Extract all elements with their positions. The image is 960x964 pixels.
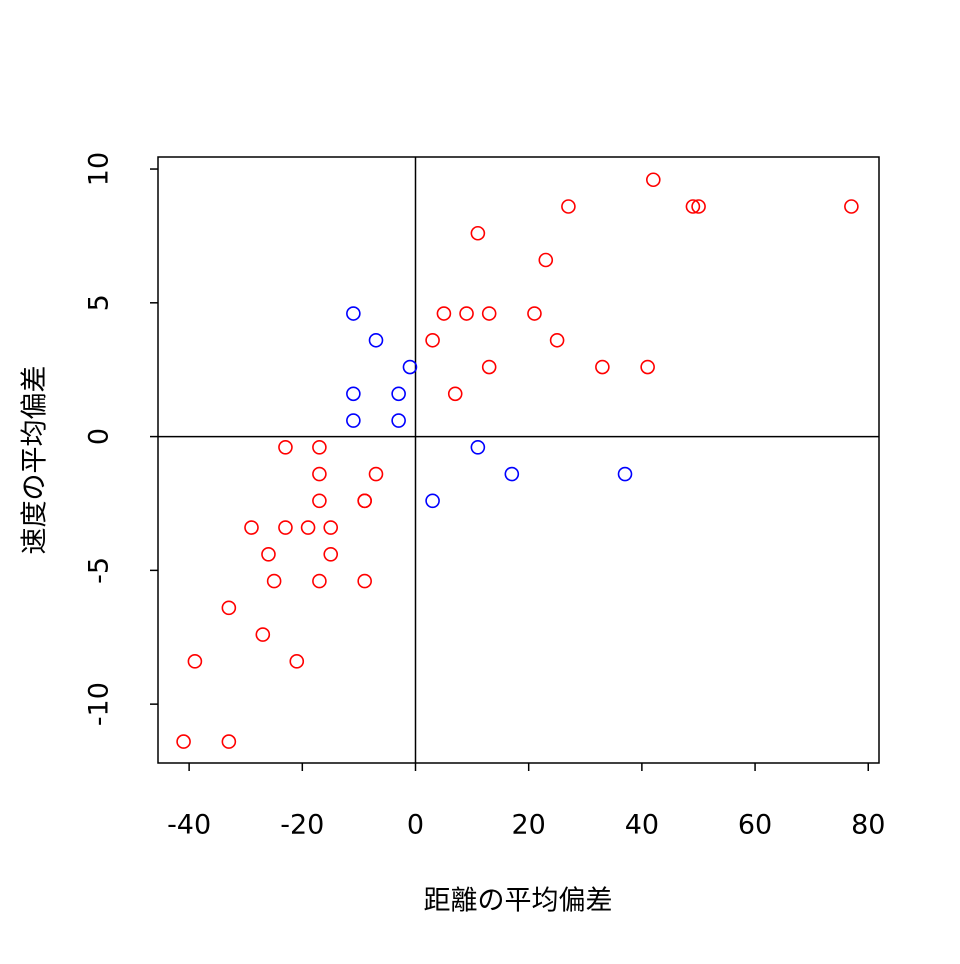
point — [391, 413, 406, 428]
x-tick-label: 80 — [851, 810, 885, 841]
point — [561, 199, 576, 214]
point — [261, 547, 276, 562]
point — [312, 439, 327, 455]
point — [436, 306, 452, 321]
point — [300, 520, 316, 535]
point — [391, 386, 406, 402]
point — [425, 493, 440, 509]
point — [549, 332, 565, 348]
point — [470, 439, 486, 455]
point — [278, 439, 293, 455]
x-tick-label: 60 — [738, 810, 772, 841]
point — [312, 493, 327, 509]
point — [266, 573, 282, 589]
y-tick-label: 0 — [84, 428, 115, 445]
point — [368, 466, 384, 482]
x-tick-label: 20 — [512, 810, 546, 841]
point — [244, 520, 259, 535]
point — [691, 199, 706, 214]
point — [312, 573, 327, 589]
point — [289, 654, 305, 669]
point — [447, 386, 463, 402]
point — [481, 359, 497, 375]
point — [481, 306, 497, 321]
point — [504, 466, 520, 482]
point — [527, 306, 542, 321]
point — [176, 734, 191, 749]
point — [640, 359, 655, 375]
point — [255, 627, 271, 642]
plot-box — [157, 156, 880, 764]
point — [368, 332, 384, 348]
point — [595, 359, 610, 375]
y-tick-label: 10 — [84, 152, 115, 186]
point — [187, 654, 203, 669]
x-tick-label: 0 — [407, 810, 424, 841]
x-tick-label: -20 — [280, 810, 324, 841]
point — [323, 520, 339, 535]
point — [844, 199, 859, 214]
x-tick-label: -40 — [167, 810, 211, 841]
point — [685, 199, 701, 214]
point — [425, 332, 440, 348]
y-tick-label: 5 — [84, 294, 115, 311]
point — [221, 734, 237, 749]
point — [646, 172, 661, 188]
x-tick-label: 40 — [625, 810, 659, 841]
point — [278, 520, 293, 535]
point — [346, 306, 361, 321]
point — [459, 306, 474, 321]
point — [538, 252, 554, 268]
point — [323, 547, 339, 562]
point — [346, 386, 361, 402]
point — [402, 359, 418, 375]
y-tick-label: -5 — [84, 557, 115, 584]
point — [346, 413, 361, 428]
x-axis-label: 距離の平均偏差 — [424, 886, 613, 917]
point — [357, 493, 372, 509]
y-axis-label: 速度の平均偏差 — [20, 366, 51, 555]
point — [357, 573, 372, 589]
y-tick-label: -10 — [84, 682, 115, 726]
point — [312, 466, 327, 482]
point — [470, 225, 486, 241]
point — [617, 466, 633, 482]
point — [221, 600, 237, 616]
